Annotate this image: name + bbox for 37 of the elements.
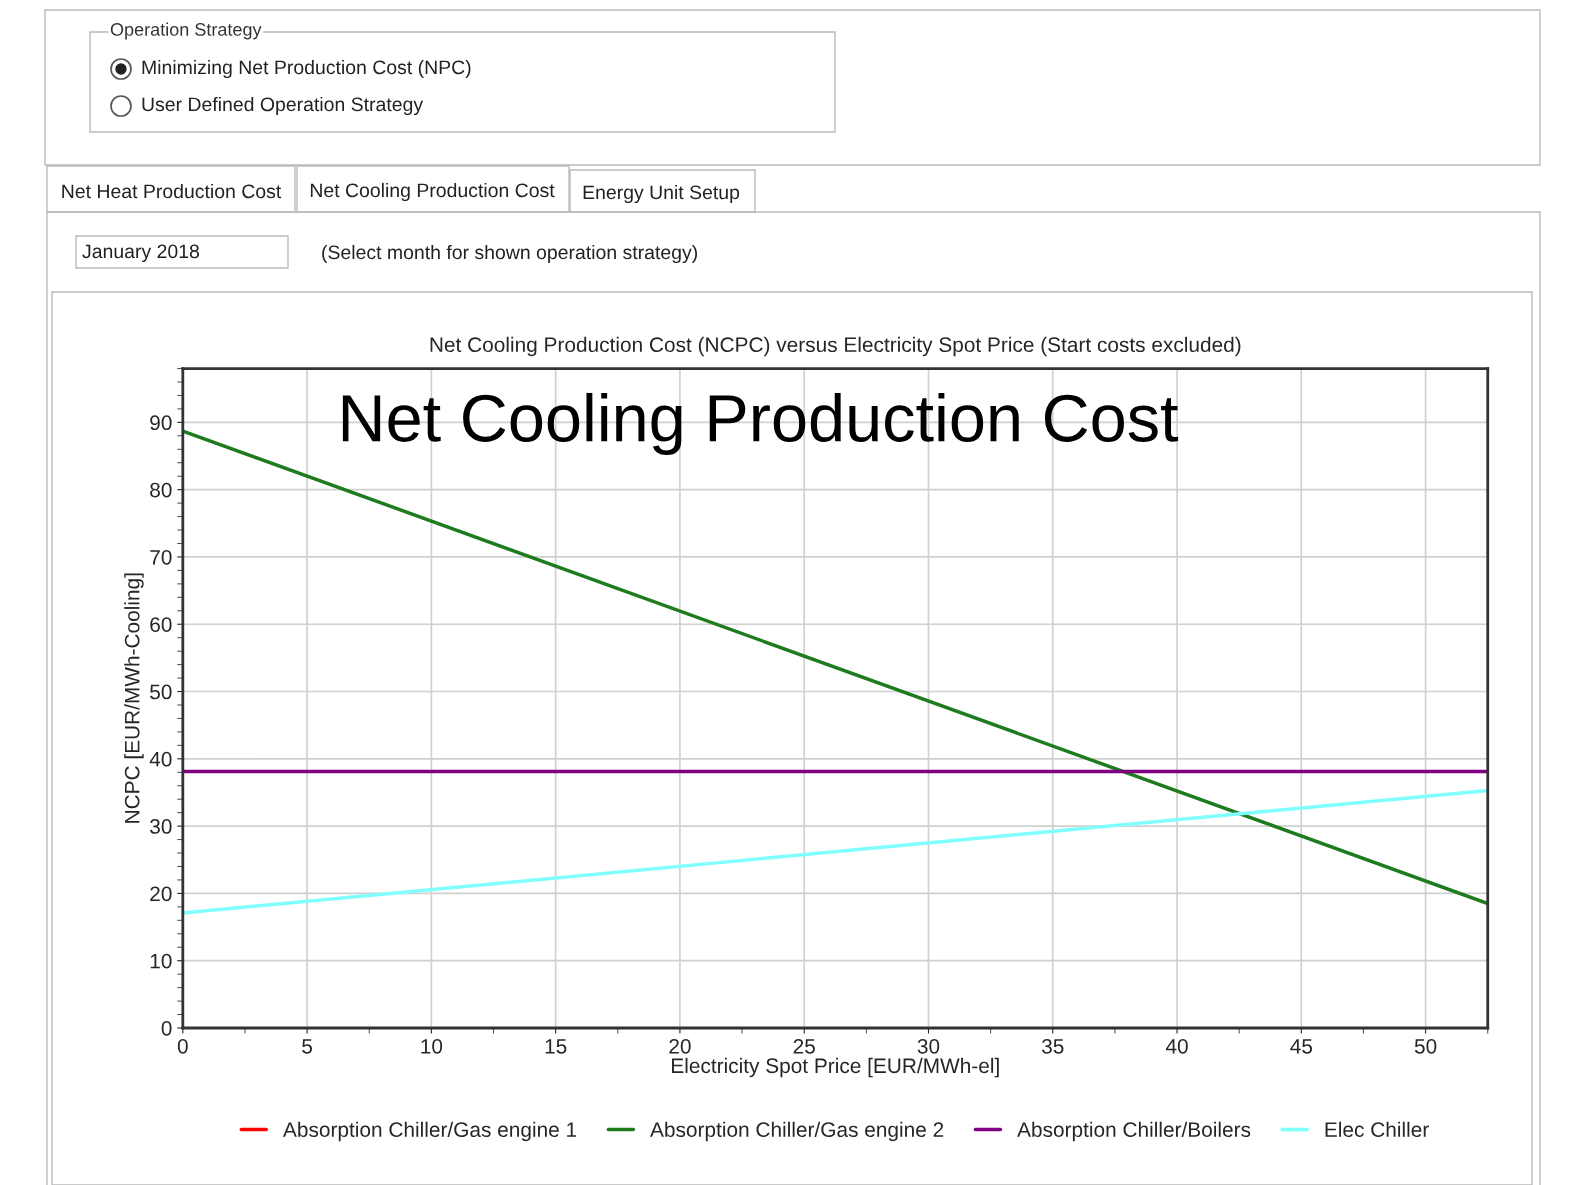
y-tick-label: 20: [150, 886, 172, 902]
y-tick-label: 30: [150, 819, 172, 834]
x-tick-label: 10: [421, 1038, 443, 1054]
y-tick-label: 80: [150, 482, 172, 498]
text: User Defined Operation Strategy: [142, 96, 424, 116]
legend-label: Absorption Chiller/Gas engine 2: [650, 1121, 944, 1142]
y-tick-label: 0: [161, 1020, 172, 1036]
x-tick-label: 15: [545, 1039, 567, 1054]
text: Net Cooling Production Cost: [310, 182, 555, 202]
text: Minimizing Net Production Cost (NPC): [142, 59, 471, 79]
x-tick-label: 40: [1165, 1038, 1188, 1054]
y-tick-label: 50: [150, 684, 172, 700]
y-tick-label: 10: [150, 953, 172, 969]
y-axis-title: NCPC [EUR/MWh-Cooling]: [124, 573, 144, 823]
x-tick-label: 30: [917, 1038, 940, 1054]
x-tick-label: 35: [1041, 1038, 1064, 1054]
text: (Select month for shown operation strategy): [322, 244, 697, 264]
x-tick-label: 0: [177, 1038, 188, 1054]
text: Operation Strategy: [110, 22, 262, 40]
y-tick-label: 60: [150, 617, 172, 632]
legend-label: Elec Chiller: [1325, 1121, 1429, 1138]
text: Energy Unit Setup: [583, 184, 740, 204]
y-tick-label: 40: [149, 751, 172, 767]
x-tick-label: 50: [1414, 1038, 1437, 1054]
y-tick-label: 90: [150, 415, 172, 431]
chart-title: Net Cooling Production Cost (NCPC) versus Electricity Spot Price (Start costs excluded): [430, 336, 1241, 357]
text: January 2018: [82, 244, 199, 263]
legend-label: Absorption Chiller/Boilers: [1017, 1121, 1251, 1142]
y-tick-label: 70: [150, 549, 172, 565]
legend-label: Absorption Chiller/Gas engine 1: [283, 1121, 577, 1142]
text: Net Heat Production Cost: [62, 183, 282, 199]
x-tick-label: 5: [302, 1039, 313, 1054]
x-tick-label: 20: [669, 1038, 691, 1054]
x-tick-label: 25: [793, 1038, 815, 1054]
x-tick-label: 45: [1290, 1039, 1313, 1054]
x-axis-title: Electricity Spot Price [EUR/MWh-el]: [672, 1057, 999, 1078]
annotation: Net Cooling Production Cost: [342, 392, 1179, 456]
